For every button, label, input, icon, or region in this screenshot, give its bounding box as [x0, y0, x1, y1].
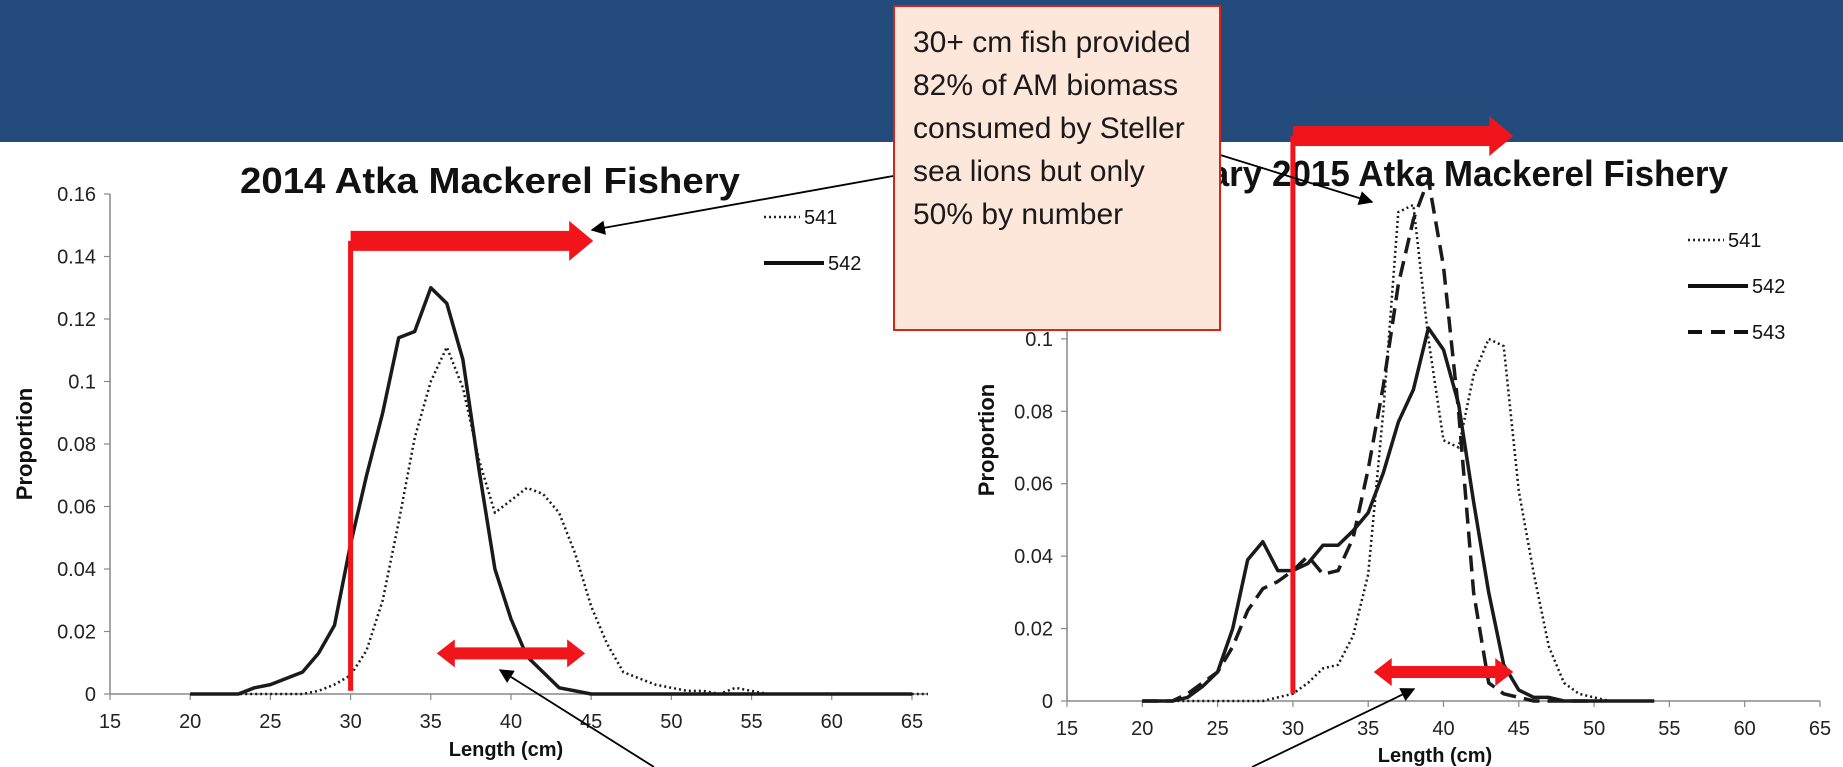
cutoff-arrow-shaft [1292, 126, 1492, 147]
chart-2014: 2014 Atka Mackerel Fishery Proportion Le… [12, 160, 928, 761]
y-tick-label: 0 [85, 684, 96, 706]
cutoff-arrow-head [569, 220, 594, 261]
bottom-pointer-left [498, 669, 655, 767]
x-tick-label: 15 [99, 711, 121, 733]
y-tick-label: 0.02 [1014, 619, 1053, 641]
x-tick-label: 30 [339, 711, 361, 733]
x-tick-label: 40 [500, 711, 522, 733]
x-tick-label: 15 [1056, 718, 1078, 740]
x-tick-label: 55 [1658, 718, 1680, 740]
y-tick-label: 0.08 [1014, 401, 1053, 423]
x-tick-label: 20 [1131, 718, 1153, 740]
pointer-arrows [498, 144, 1416, 767]
x-tick-label: 50 [1583, 718, 1605, 740]
x-tick-label: 65 [901, 711, 923, 733]
x-tick-label: 30 [1282, 718, 1304, 740]
series-line-541 [190, 345, 928, 696]
y-tick-label: 0.08 [57, 434, 96, 456]
legend-label-542: 542 [828, 253, 861, 275]
range-arrow-shaft [1389, 666, 1498, 679]
legend-label-543: 543 [1752, 322, 1785, 344]
range-arrow-head-right [1495, 658, 1514, 687]
y-tick-label: 0.16 [57, 184, 96, 206]
x-tick-label: 35 [1357, 718, 1379, 740]
series-line-543 [1142, 177, 1595, 703]
x-tick-label: 35 [420, 711, 442, 733]
x-tick-label: 50 [660, 711, 682, 733]
range-arrow-head-left [436, 639, 455, 668]
x-tick-label: 60 [1734, 718, 1756, 740]
y-tick-label: 0 [1042, 691, 1053, 713]
legend-label-542: 542 [1752, 276, 1785, 298]
x-tick-label: 55 [740, 711, 762, 733]
y-tick-label: 0.04 [57, 559, 96, 581]
chart-2014-ylabel: Proportion [12, 388, 37, 500]
x-tick-label: 25 [259, 711, 281, 733]
chart-2014-legend: 541 542 [764, 207, 861, 275]
x-tick-label: 20 [179, 711, 201, 733]
x-tick-label: 25 [1206, 718, 1228, 740]
series-line-542 [190, 286, 912, 696]
y-tick-label: 0.06 [1014, 474, 1053, 496]
series-line-542 [1142, 326, 1655, 703]
chart-2015-xlabel: Length (cm) [1378, 745, 1492, 767]
cutoff-arrow-shaft [350, 230, 572, 251]
chart-2014-xlabel: Length (cm) [449, 739, 563, 761]
x-tick-label: 65 [1809, 718, 1831, 740]
bottom-pointer-right [1251, 688, 1416, 767]
range-arrow-head-right [567, 639, 586, 668]
y-tick-label: 0.02 [57, 622, 96, 644]
chart-2014-title: 2014 Atka Mackerel Fishery [240, 160, 740, 201]
y-tick-label: 0.14 [57, 247, 96, 269]
chart-2015-legend: 541 542 543 [1688, 230, 1785, 344]
legend-label-541: 541 [1728, 230, 1761, 252]
y-tick-label: 0.04 [1014, 546, 1053, 568]
x-tick-label: 45 [1508, 718, 1530, 740]
range-arrow-head-left [1373, 658, 1392, 687]
y-tick-label: 0.12 [57, 309, 96, 331]
callout-pointer-left [590, 172, 911, 235]
y-tick-label: 0.06 [57, 497, 96, 519]
chart-2015: January 2015 Atka Mackerel Fishery Propo… [974, 116, 1831, 767]
x-tick-label: 45 [580, 711, 602, 733]
x-tick-label: 60 [821, 711, 843, 733]
chart-2015-ylabel: Proportion [974, 384, 999, 496]
callout-box: 30+ cm fish provided 82% of AM biomass c… [893, 5, 1221, 331]
legend-label-541: 541 [804, 207, 837, 229]
series-line-541 [1142, 203, 1625, 703]
x-tick-label: 40 [1432, 718, 1454, 740]
cutoff-arrow-head [1489, 116, 1514, 157]
range-arrow-shaft [452, 647, 570, 660]
y-tick-label: 0.1 [1025, 329, 1053, 351]
y-tick-label: 0.1 [68, 372, 96, 394]
